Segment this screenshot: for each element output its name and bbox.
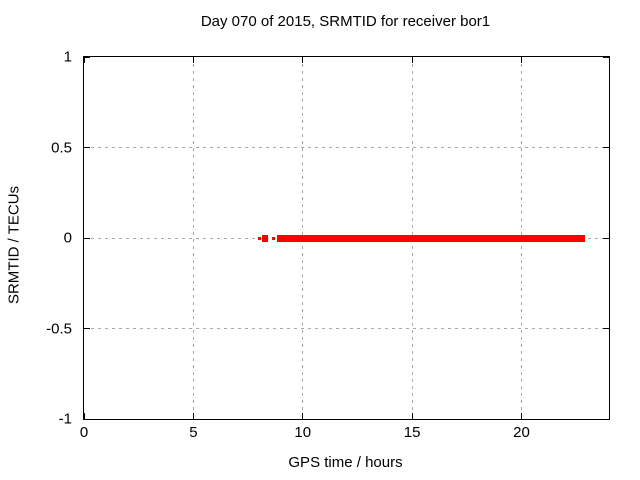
y-tick-mark <box>603 418 609 420</box>
x-tick-mark <box>83 413 85 419</box>
y-tick-mark <box>84 237 90 239</box>
data-segment <box>272 236 275 240</box>
y-tick-mark <box>603 147 609 148</box>
y-tick-mark <box>603 237 609 239</box>
y-tick-mark <box>84 328 90 329</box>
data-segment <box>261 234 268 242</box>
y-tick-mark <box>603 56 609 58</box>
x-axis-label: GPS time / hours <box>288 454 403 471</box>
x-tick-mark <box>302 413 304 419</box>
y-tick-mark <box>84 418 90 420</box>
plot-area <box>83 56 610 420</box>
x-tick-mark <box>411 413 413 419</box>
y-tick-label: 0 <box>63 229 72 247</box>
y-tick-label: 1 <box>63 48 72 66</box>
x-tick-mark <box>302 57 304 63</box>
x-tick-mark <box>521 57 522 63</box>
y-tick-label: 0.5 <box>51 139 72 156</box>
y-tick-label: -1 <box>58 410 72 428</box>
x-tick-label: 15 <box>403 424 421 441</box>
x-tick-mark <box>83 57 85 63</box>
x-tick-label: 10 <box>294 424 312 441</box>
y-tick-mark <box>603 328 609 329</box>
y-tick-mark <box>84 56 90 58</box>
x-tick-mark <box>192 57 194 63</box>
y-gridline <box>84 147 609 148</box>
x-tick-mark <box>411 57 413 63</box>
x-tick-label: 0 <box>79 424 89 441</box>
y-tick-mark <box>84 147 90 148</box>
x-tick-mark <box>192 413 194 419</box>
chart-title: Day 070 of 2015, SRMTID for receiver bor… <box>200 13 491 30</box>
data-segment <box>257 236 261 240</box>
x-tick-label: 5 <box>189 424 198 441</box>
y-gridline <box>84 328 609 329</box>
x-tick-mark <box>521 413 522 419</box>
x-tick-label: 20 <box>513 424 530 441</box>
y-tick-label: -0.5 <box>46 320 72 337</box>
data-segment <box>276 234 585 242</box>
